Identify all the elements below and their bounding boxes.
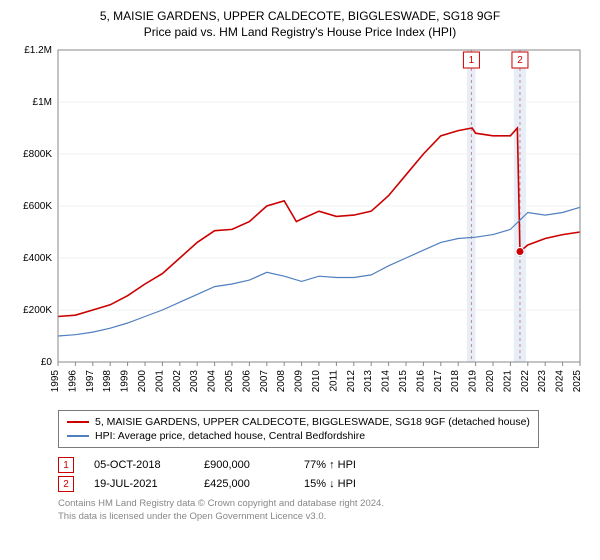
svg-text:£800K: £800K <box>23 149 52 160</box>
svg-text:£0: £0 <box>41 357 53 368</box>
svg-text:2022: 2022 <box>520 370 531 393</box>
footer-line-1: Contains HM Land Registry data © Crown c… <box>58 498 586 510</box>
footer-line-2: This data is licensed under the Open Gov… <box>58 511 586 523</box>
legend-row: 5, MAISIE GARDENS, UPPER CALDECOTE, BIGG… <box>67 415 530 429</box>
svg-text:£200K: £200K <box>23 305 52 316</box>
svg-text:2010: 2010 <box>311 370 322 393</box>
legend-swatch <box>67 421 89 423</box>
svg-text:2006: 2006 <box>241 370 252 393</box>
chart-svg: £0 £200K £400K £600K £800K £1M £1.2M 1995 1996 19… <box>14 44 586 404</box>
sale-price: £425,000 <box>204 478 284 490</box>
svg-text:1995: 1995 <box>50 370 61 393</box>
sale-date: 05-OCT-2018 <box>94 459 184 471</box>
svg-text:2019: 2019 <box>468 370 479 393</box>
sale-row: 2 19-JUL-2021 £425,000 15% ↓ HPI <box>58 476 586 492</box>
svg-text:1: 1 <box>469 55 475 66</box>
svg-text:2011: 2011 <box>328 370 339 392</box>
sales-list: 1 05-OCT-2018 £900,000 77% ↑ HPI 2 19-JUL-202… <box>58 457 586 492</box>
svg-text:2023: 2023 <box>537 370 548 393</box>
svg-text:2024: 2024 <box>555 370 566 393</box>
svg-text:2007: 2007 <box>259 370 270 393</box>
sale-delta: 15% ↓ HPI <box>304 478 356 490</box>
svg-text:1997: 1997 <box>85 370 96 393</box>
chart-footer: Contains HM Land Registry data © Crown c… <box>58 498 586 523</box>
legend-swatch <box>67 435 89 437</box>
svg-text:2018: 2018 <box>450 370 461 393</box>
svg-text:2013: 2013 <box>363 370 374 393</box>
svg-text:1999: 1999 <box>120 370 131 393</box>
svg-text:2004: 2004 <box>207 370 218 393</box>
chart-title: 5, MAISIE GARDENS, UPPER CALDECOTE, BIGG… <box>14 8 586 40</box>
legend-label: 5, MAISIE GARDENS, UPPER CALDECOTE, BIGG… <box>95 416 530 428</box>
svg-text:2000: 2000 <box>137 370 148 393</box>
svg-text:£1.2M: £1.2M <box>24 45 52 56</box>
sale-date: 19-JUL-2021 <box>94 478 184 490</box>
svg-text:2014: 2014 <box>381 370 392 393</box>
svg-text:1996: 1996 <box>67 370 78 393</box>
svg-text:2015: 2015 <box>398 370 409 393</box>
svg-text:2009: 2009 <box>294 370 305 393</box>
svg-text:2020: 2020 <box>485 370 496 393</box>
svg-text:2005: 2005 <box>224 370 235 393</box>
svg-text:£600K: £600K <box>23 201 52 212</box>
svg-text:2002: 2002 <box>172 370 183 393</box>
svg-text:£1M: £1M <box>33 97 52 108</box>
svg-text:2021: 2021 <box>502 370 513 393</box>
svg-text:2016: 2016 <box>415 370 426 393</box>
sale-marker: 2 <box>58 476 74 492</box>
svg-text:2012: 2012 <box>346 370 357 393</box>
svg-text:2008: 2008 <box>276 370 287 393</box>
sale-price: £900,000 <box>204 459 284 471</box>
sale-marker: 1 <box>58 457 74 473</box>
title-line-1: 5, MAISIE GARDENS, UPPER CALDECOTE, BIGG… <box>14 8 586 24</box>
price-chart: £0 £200K £400K £600K £800K £1M £1.2M 1995 1996 19… <box>14 44 586 404</box>
sale-delta: 77% ↑ HPI <box>304 459 356 471</box>
sale-row: 1 05-OCT-2018 £900,000 77% ↑ HPI <box>58 457 586 473</box>
svg-text:2017: 2017 <box>433 370 444 393</box>
legend-row: HPI: Average price, detached house, Cent… <box>67 429 530 443</box>
svg-text:1998: 1998 <box>102 370 113 393</box>
svg-text:2025: 2025 <box>572 370 583 393</box>
svg-text:2001: 2001 <box>154 370 165 393</box>
title-line-2: Price paid vs. HM Land Registry's House … <box>14 24 586 40</box>
svg-text:2003: 2003 <box>189 370 200 393</box>
legend-label: HPI: Average price, detached house, Cent… <box>95 430 365 442</box>
svg-text:£400K: £400K <box>23 253 52 264</box>
chart-legend: 5, MAISIE GARDENS, UPPER CALDECOTE, BIGG… <box>58 410 539 448</box>
svg-text:2: 2 <box>517 55 523 66</box>
